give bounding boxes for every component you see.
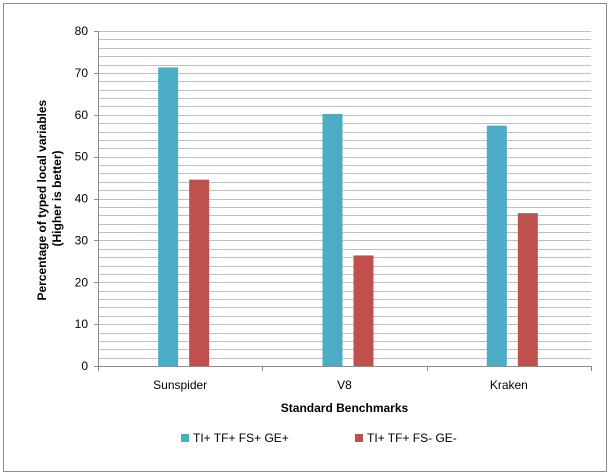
gridlines xyxy=(98,31,591,359)
bar-kraken-series-1 xyxy=(486,125,507,366)
legend-label-series-2: TI+ TF+ FS- GE- xyxy=(367,431,457,445)
bar-sunspider-series-1 xyxy=(158,67,179,367)
x-tick-label: Sunspider xyxy=(153,378,207,392)
x-axis-title: Standard Benchmarks xyxy=(281,401,409,415)
y-axis-title-line-2: (Higher is better) xyxy=(50,150,64,246)
y-tick-label: 50 xyxy=(75,150,89,164)
y-axis-ticks: 0 10 20 30 40 50 60 70 80 xyxy=(75,24,98,373)
y-tick-label: 40 xyxy=(75,192,89,206)
x-axis-ticks: Sunspider V8 Kraken xyxy=(98,366,592,392)
y-axis-title-line-1: Percentage of typed local variables xyxy=(35,99,49,300)
y-tick-label: 70 xyxy=(75,66,89,80)
x-tick-label: Kraken xyxy=(490,378,528,392)
y-tick-label: 80 xyxy=(75,24,89,38)
y-tick-label: 10 xyxy=(75,317,89,331)
bar-v8-series-2 xyxy=(353,255,374,366)
x-tick-label: V8 xyxy=(337,378,352,392)
legend-swatch-series-1 xyxy=(181,434,189,442)
bar-sunspider-series-2 xyxy=(189,179,210,366)
bars xyxy=(158,67,538,367)
y-tick-label: 20 xyxy=(75,275,89,289)
legend-swatch-series-2 xyxy=(355,434,363,442)
bar-v8-series-1 xyxy=(322,113,343,366)
legend: TI+ TF+ FS+ GE+ TI+ TF+ FS- GE- xyxy=(181,431,457,445)
y-tick-label: 60 xyxy=(75,108,89,122)
y-axis-title: Percentage of typed local variables (Hig… xyxy=(35,96,64,300)
legend-label-series-1: TI+ TF+ FS+ GE+ xyxy=(193,431,289,445)
y-tick-label: 0 xyxy=(81,359,88,373)
bar-kraken-series-2 xyxy=(517,213,538,366)
y-tick-label: 30 xyxy=(75,233,89,247)
